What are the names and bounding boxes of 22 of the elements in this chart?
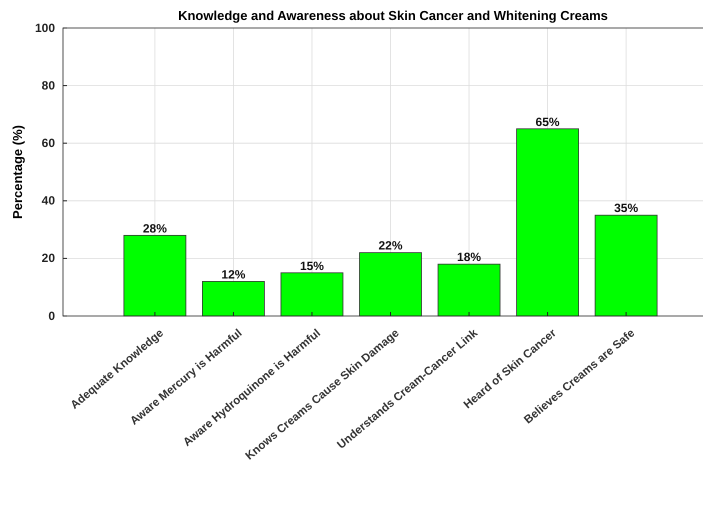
- data-label: 15%: [300, 258, 324, 273]
- bar: [438, 264, 500, 316]
- y-tick-label: 20: [42, 251, 56, 266]
- bar: [359, 252, 422, 316]
- y-tick-label: 80: [42, 78, 56, 92]
- y-tick-label: 60: [42, 136, 56, 150]
- chart-title: Knowledge and Awareness about Skin Cancer and Whitening Creams: [178, 8, 608, 23]
- data-label: 65%: [536, 114, 560, 129]
- data-label: 35%: [614, 201, 638, 216]
- data-label: 28%: [142, 221, 168, 236]
- y-axis-title: Percentage (%): [10, 125, 25, 219]
- y-tick-label: 0: [48, 308, 56, 323]
- bar: [202, 281, 265, 316]
- bar: [594, 214, 658, 316]
- data-label: 12%: [221, 267, 246, 282]
- data-label: 18%: [457, 250, 482, 264]
- bar: [123, 234, 186, 316]
- y-tick-label: 40: [42, 194, 56, 208]
- bar: [280, 272, 344, 316]
- bar: [516, 128, 579, 316]
- data-label: 22%: [378, 238, 403, 253]
- y-tick-label: 100: [34, 20, 56, 35]
